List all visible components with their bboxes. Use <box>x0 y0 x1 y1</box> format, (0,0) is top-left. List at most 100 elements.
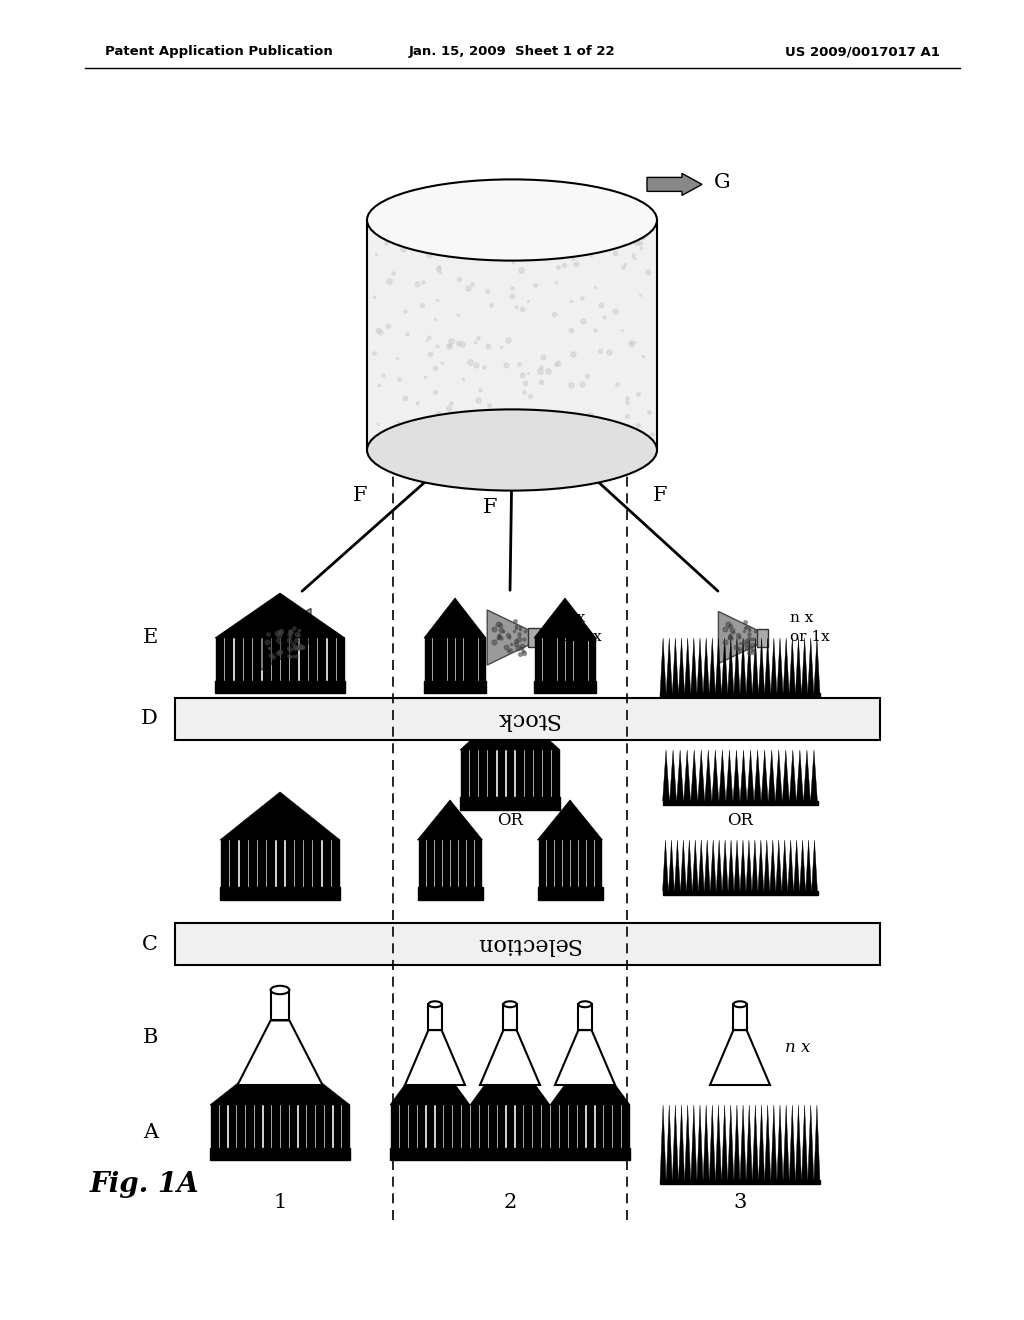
Bar <box>262 638 269 681</box>
Polygon shape <box>719 750 726 801</box>
Polygon shape <box>670 750 677 801</box>
Bar <box>488 1105 496 1148</box>
Ellipse shape <box>367 180 657 260</box>
Bar <box>263 1105 270 1148</box>
Bar <box>428 1005 441 1030</box>
Polygon shape <box>675 840 680 891</box>
Polygon shape <box>673 1105 678 1180</box>
Polygon shape <box>722 840 728 891</box>
Bar <box>221 840 228 887</box>
Bar <box>334 1105 340 1148</box>
Bar <box>444 1105 452 1148</box>
Polygon shape <box>746 638 753 693</box>
Polygon shape <box>534 598 596 638</box>
Bar <box>316 1105 323 1148</box>
Bar <box>589 638 595 681</box>
Bar <box>220 1105 226 1148</box>
Bar <box>660 693 820 697</box>
Bar <box>253 638 260 681</box>
Bar <box>367 220 657 450</box>
Bar <box>471 1105 478 1148</box>
Bar <box>323 840 330 887</box>
Bar <box>596 1105 602 1148</box>
Polygon shape <box>753 638 759 693</box>
Polygon shape <box>811 750 817 801</box>
Bar <box>547 840 553 887</box>
Bar <box>578 1105 585 1148</box>
Bar <box>451 840 457 887</box>
Polygon shape <box>210 1049 350 1105</box>
Bar <box>480 1105 486 1148</box>
Bar <box>663 801 817 805</box>
Polygon shape <box>686 840 692 891</box>
Polygon shape <box>716 1105 722 1180</box>
Bar <box>409 1105 416 1148</box>
Bar <box>479 638 485 681</box>
Bar <box>304 840 311 887</box>
Polygon shape <box>728 1105 734 1180</box>
Bar <box>215 681 345 693</box>
Polygon shape <box>746 1105 753 1180</box>
Polygon shape <box>712 750 719 801</box>
Polygon shape <box>238 1020 323 1085</box>
Polygon shape <box>775 750 782 801</box>
Text: 3: 3 <box>733 1193 746 1212</box>
Polygon shape <box>703 1105 709 1180</box>
Polygon shape <box>764 840 770 891</box>
Polygon shape <box>692 840 698 891</box>
Polygon shape <box>390 1049 470 1105</box>
Polygon shape <box>538 800 602 840</box>
Polygon shape <box>770 840 775 891</box>
Polygon shape <box>677 750 683 801</box>
Polygon shape <box>673 638 678 693</box>
Polygon shape <box>768 750 775 801</box>
Bar <box>418 1105 424 1148</box>
Ellipse shape <box>504 1002 516 1007</box>
Polygon shape <box>691 638 696 693</box>
Bar <box>467 840 473 887</box>
Bar <box>498 1105 505 1148</box>
Polygon shape <box>555 1030 615 1085</box>
Polygon shape <box>753 1105 759 1180</box>
Bar <box>435 840 441 887</box>
Polygon shape <box>740 750 746 801</box>
Polygon shape <box>808 638 814 693</box>
Polygon shape <box>679 1105 684 1180</box>
Bar <box>332 840 339 887</box>
Polygon shape <box>806 840 811 891</box>
Text: Stock: Stock <box>496 708 559 730</box>
Polygon shape <box>797 750 803 801</box>
Bar <box>424 681 486 693</box>
Bar <box>623 1105 629 1148</box>
Bar <box>216 638 223 681</box>
Bar <box>733 1005 746 1030</box>
Bar <box>539 840 545 887</box>
Ellipse shape <box>367 409 657 491</box>
Bar <box>534 681 596 693</box>
Polygon shape <box>776 840 781 891</box>
Polygon shape <box>663 840 669 891</box>
Polygon shape <box>748 750 754 801</box>
Bar <box>543 750 550 797</box>
Polygon shape <box>722 638 728 693</box>
Bar <box>471 638 477 681</box>
Polygon shape <box>734 840 740 891</box>
Bar <box>524 750 531 797</box>
Bar <box>528 628 540 647</box>
Polygon shape <box>758 840 764 891</box>
Text: OR: OR <box>727 812 753 829</box>
Polygon shape <box>802 1105 808 1180</box>
Bar <box>459 840 465 887</box>
Bar <box>427 1105 433 1148</box>
Bar <box>460 797 560 810</box>
Bar <box>555 840 561 887</box>
Text: 1: 1 <box>273 1193 287 1212</box>
Polygon shape <box>470 1049 550 1105</box>
Polygon shape <box>647 173 702 195</box>
Bar <box>504 1005 516 1030</box>
Bar <box>291 638 297 681</box>
Polygon shape <box>215 593 345 638</box>
Bar <box>552 750 559 797</box>
Polygon shape <box>406 1030 465 1085</box>
Polygon shape <box>734 638 740 693</box>
